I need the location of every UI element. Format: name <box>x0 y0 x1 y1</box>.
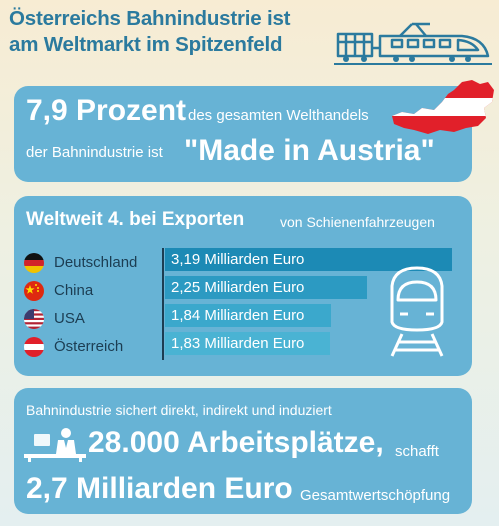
export-heading: Weltweit 4. bei Exporten <box>26 209 245 230</box>
jobs-suffix: schafft <box>395 443 439 460</box>
country-row-china: China <box>14 278 164 302</box>
category-label: China <box>54 282 94 299</box>
bar-value-label: 2,25 Milliarden Euro <box>171 279 305 296</box>
category-label: USA <box>54 310 85 327</box>
percent-value: 7,9 Prozent <box>26 94 187 127</box>
export-subheading: von Schienenfahrzeugen <box>280 214 435 230</box>
chart-axis-line <box>162 248 164 360</box>
rail-industry-text: der Bahnindustrie ist <box>26 144 163 161</box>
bar-value-label: 3,19 Milliarden Euro <box>171 251 305 268</box>
office-worker-icon <box>24 428 86 462</box>
bar-österreich: 1,83 Milliarden Euro <box>165 332 330 355</box>
export-ranking-card: Weltweit 4. bei Exporten von Schienenfah… <box>14 196 472 376</box>
country-row-usa: USA <box>14 306 164 330</box>
austria-map-flag-icon <box>392 80 494 134</box>
value-added-amount: 2,7 Milliarden Euro <box>26 472 293 505</box>
category-label: Deutschland <box>54 254 138 271</box>
germany-flag-icon <box>24 253 44 273</box>
austria-flag-icon <box>24 337 44 357</box>
bar-value-label: 1,83 Milliarden Euro <box>171 335 305 352</box>
china-flag-icon <box>24 281 44 301</box>
jobs-intro-text: Bahnindustrie sichert direkt, indirekt u… <box>26 402 332 418</box>
jobs-card: Bahnindustrie sichert direkt, indirekt u… <box>14 388 472 514</box>
value-added-label: Gesamtwertschöpfung <box>300 487 451 504</box>
bar-value-label: 1,84 Milliarden Euro <box>171 307 305 324</box>
bar-deutschland: 3,19 Milliarden Euro <box>165 248 452 271</box>
train-icon <box>334 22 492 65</box>
bar-china: 2,25 Milliarden Euro <box>165 276 367 299</box>
title-line-2: am Weltmarkt im Spitzenfeld <box>9 33 283 56</box>
made-in-austria-card: 7,9 Prozent des gesamten Welthandels der… <box>14 86 472 182</box>
world-trade-text: des gesamten Welthandels <box>188 107 369 124</box>
usa-flag-icon <box>24 309 44 329</box>
country-row-deutschland: Deutschland <box>14 250 164 274</box>
jobs-count: 28.000 Arbeitsplätze, <box>88 426 384 459</box>
title-line-1: Österreichs Bahnindustrie ist <box>9 7 291 30</box>
made-in-austria-quote: "Made in Austria" <box>184 134 435 167</box>
country-row-oesterreich: Österreich <box>14 334 164 358</box>
category-label: Österreich <box>54 338 124 355</box>
page-title: Österreichs Bahnindustrie ist am Weltmar… <box>9 6 339 58</box>
train-front-icon <box>390 266 444 357</box>
bar-usa: 1,84 Milliarden Euro <box>165 304 331 327</box>
